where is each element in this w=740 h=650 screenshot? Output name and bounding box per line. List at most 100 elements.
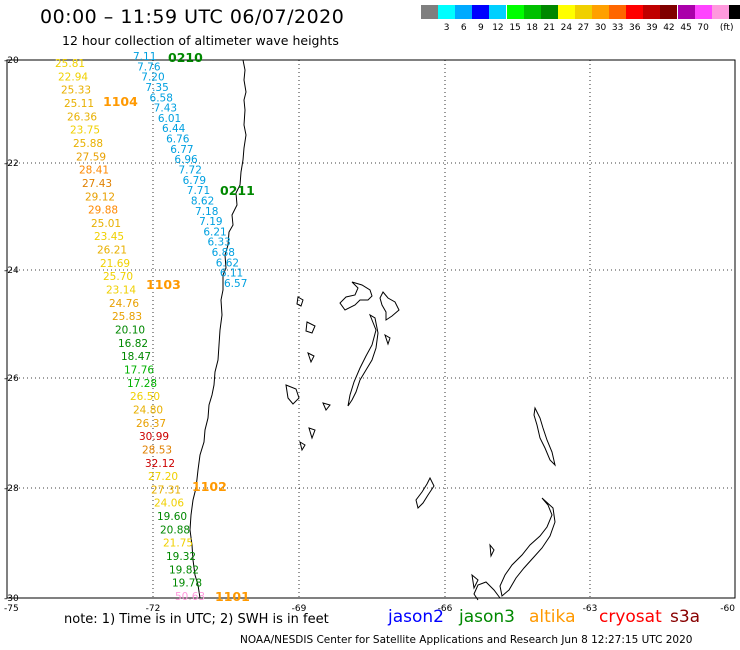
- pass-label: 0211: [220, 183, 255, 198]
- wave-height-value: 30.99: [139, 431, 169, 443]
- andes-lakes-outline: [339, 281, 373, 311]
- scale-label: 6: [460, 23, 467, 33]
- wave-height-value: 7.35: [145, 82, 168, 94]
- map-grid: [7, 60, 735, 598]
- wave-height-value: 18.47: [121, 351, 151, 363]
- wave-height-value: 25.83: [112, 311, 142, 323]
- latitude-label: -22: [4, 159, 19, 169]
- wave-height-value: 24.80: [133, 404, 163, 416]
- scale-swatch: [592, 5, 609, 19]
- wave-height-value: 26.21: [97, 245, 127, 257]
- scale-swatch: [472, 5, 490, 19]
- wave-height-value: 29.88: [88, 205, 118, 217]
- wave-height-value: 23.14: [106, 285, 136, 297]
- wave-height-value: 6.62: [216, 257, 239, 269]
- wave-height-value: 7.71: [187, 185, 210, 197]
- legend-entry: cryosat: [599, 607, 662, 627]
- longitude-label: -60: [720, 604, 735, 614]
- scale-swatch: [626, 5, 644, 19]
- wave-height-value: 6.33: [207, 237, 230, 249]
- wave-height-value: 7.19: [199, 216, 222, 228]
- longitude-label: -69: [292, 604, 307, 614]
- scale-label: 9: [477, 23, 484, 33]
- salar-outline-7: [499, 497, 556, 597]
- scale-swatch: [557, 5, 575, 19]
- wave-height-value: 7.11: [133, 51, 156, 63]
- wave-height-value: 24.06: [154, 498, 184, 510]
- scale-swatch: [489, 5, 507, 19]
- scale-swatch: [711, 5, 729, 19]
- wave-height-value: 16.82: [118, 338, 148, 350]
- credit-line: NOAA/NESDIS Center for Satellite Applica…: [240, 634, 693, 646]
- footnote: note: 1) Time is in UTC; 2) SWH is in fe…: [64, 612, 329, 627]
- scale-label: 3: [443, 23, 450, 33]
- wave-height-value: 24.76: [109, 298, 139, 310]
- longitude-label: -66: [438, 604, 453, 614]
- wave-height-value: 32.12: [145, 458, 175, 470]
- pass-label: 1102: [192, 479, 227, 494]
- scale-swatch: [728, 5, 740, 19]
- legend-entry: jason2: [388, 607, 444, 627]
- scale-label: 33: [611, 23, 624, 33]
- scale-swatch: [506, 5, 524, 19]
- wave-height-value: 7.18: [195, 206, 218, 218]
- scale-label: 39: [646, 23, 658, 33]
- pass-label: 1104: [103, 94, 138, 109]
- scale-label: 21: [543, 23, 555, 33]
- wave-height-value: 22.94: [58, 71, 88, 83]
- legend-entry: altika: [529, 607, 576, 627]
- wave-height-value: 26.50: [130, 391, 160, 403]
- coastline: [189, 59, 556, 601]
- wave-height-value: 21.75: [163, 538, 193, 550]
- salar-outline-6: [415, 476, 435, 509]
- wave-height-value: 6.88: [212, 247, 235, 259]
- scale-label: 12: [492, 23, 504, 33]
- scale-swatch: [438, 5, 456, 19]
- wave-height-value: 17.28: [127, 378, 157, 390]
- wave-height-value: 19.78: [172, 578, 202, 590]
- wave-height-value: 26.37: [136, 418, 166, 430]
- salar-outline-3: [285, 296, 316, 452]
- wave-height-values: 7.117.767.207.356.587.436.016.446.766.77…: [55, 51, 247, 603]
- wave-height-value: 20.10: [115, 325, 145, 337]
- axis-tick-labels: -20 -22 -24 -26 -28 -30-75 -72 -69 -66 -63 -60: [4, 56, 735, 614]
- wave-height-value: 6.44: [162, 123, 186, 135]
- pass-label: 0210: [168, 50, 203, 65]
- scale-swatch: [540, 5, 558, 19]
- wave-height-value: 19.82: [169, 564, 199, 576]
- south-america-coastline: [189, 59, 247, 599]
- wave-height-value: 21.69: [100, 258, 130, 270]
- wave-height-value: 20.88: [160, 524, 190, 536]
- wave-height-value: 7.43: [154, 103, 177, 115]
- latitude-label: -20: [4, 56, 19, 66]
- salar-outline-8: [471, 543, 495, 590]
- river-outline: [473, 581, 501, 601]
- pass-labels: 0210 1104 0211 1103 1102 1101: [103, 50, 255, 604]
- wave-height-value: 25.01: [91, 218, 121, 230]
- wave-height-value: 27.31: [151, 484, 181, 496]
- wave-height-value: 25.70: [103, 271, 133, 283]
- wave-height-value: 6.21: [203, 226, 226, 238]
- wave-height-value: 23.45: [94, 231, 124, 243]
- scale-label: 24: [560, 23, 573, 33]
- wave-height-value: 27.20: [148, 471, 178, 483]
- scale-swatch: [574, 5, 592, 19]
- salar-outline-2: [379, 291, 400, 321]
- wave-height-value: 19.60: [157, 511, 187, 523]
- wave-height-value: 23.75: [70, 125, 100, 137]
- scale-swatch: [694, 5, 712, 19]
- wave-height-value: 6.11: [220, 268, 243, 280]
- wave-height-value: 25.11: [64, 98, 94, 110]
- salar-outline-4: [322, 333, 391, 411]
- wave-height-value: 25.88: [73, 138, 103, 150]
- scale-swatch: [660, 5, 678, 19]
- latitude-label: -24: [4, 266, 19, 276]
- scale-swatch: [643, 5, 661, 19]
- map-border: [6, 59, 736, 599]
- wave-height-value: 6.79: [183, 175, 206, 187]
- scale-label: 45: [680, 23, 692, 33]
- longitude-label: -63: [583, 604, 598, 614]
- legend-entry: s3a: [670, 607, 701, 627]
- wave-height-value: 7.76: [137, 61, 161, 73]
